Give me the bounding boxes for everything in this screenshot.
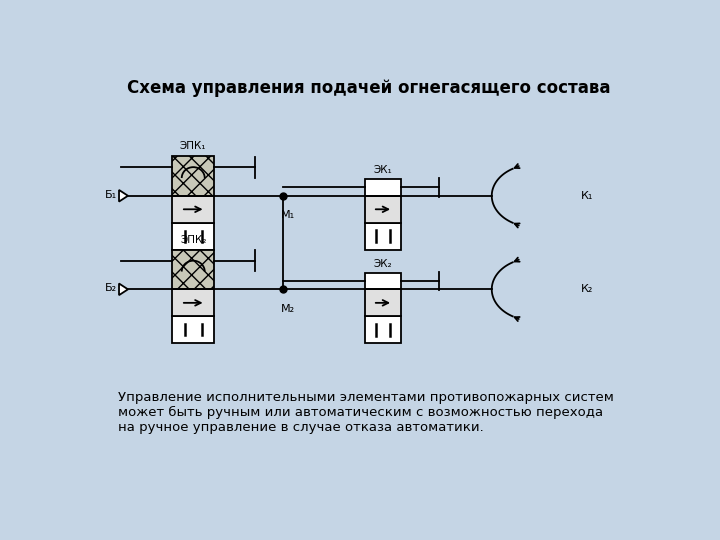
Text: Б₂: Б₂ bbox=[104, 283, 117, 293]
Bar bbox=[365, 316, 401, 343]
Bar bbox=[365, 273, 401, 289]
Text: Б₁: Б₁ bbox=[104, 190, 117, 199]
Bar bbox=[172, 196, 214, 223]
Text: К₂: К₂ bbox=[581, 285, 593, 294]
Text: М₂: М₂ bbox=[281, 304, 295, 314]
Polygon shape bbox=[119, 190, 128, 201]
Text: К₁: К₁ bbox=[581, 191, 593, 201]
Text: ЭК₂: ЭК₂ bbox=[374, 259, 392, 268]
Bar bbox=[172, 289, 214, 316]
Text: Схема управления подачей огнегасящего состава: Схема управления подачей огнегасящего со… bbox=[127, 79, 611, 97]
Text: М₁: М₁ bbox=[281, 210, 295, 220]
Bar bbox=[365, 196, 401, 223]
Bar bbox=[365, 179, 401, 196]
Text: ЭПК₂: ЭПК₂ bbox=[180, 235, 207, 245]
Bar bbox=[172, 223, 214, 250]
Text: Управление исполнительными элементами противопожарных систем
может быть ручным и: Управление исполнительными элементами пр… bbox=[118, 391, 613, 434]
Bar bbox=[365, 223, 401, 250]
Polygon shape bbox=[119, 284, 128, 295]
Bar bbox=[172, 250, 214, 289]
Bar bbox=[365, 289, 401, 316]
Bar bbox=[172, 156, 214, 196]
Text: ЭК₁: ЭК₁ bbox=[374, 165, 392, 175]
Text: ЭПК₁: ЭПК₁ bbox=[180, 141, 207, 151]
Bar bbox=[172, 316, 214, 343]
